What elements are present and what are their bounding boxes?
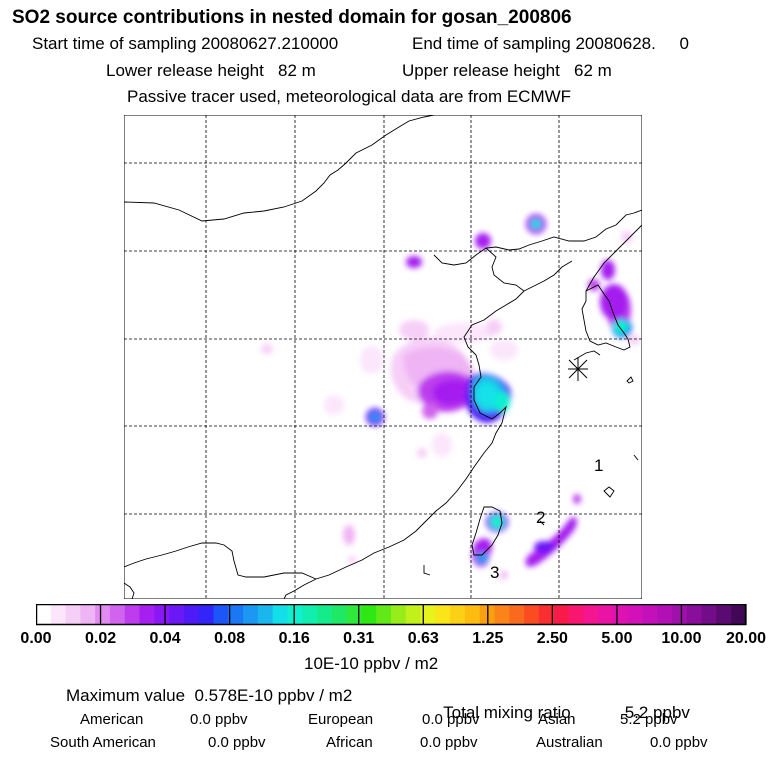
total-label: Total mixing ratio bbox=[443, 703, 571, 722]
colorbar-tick-label: 0.08 bbox=[214, 630, 246, 647]
colorbar-tick-label: 0.31 bbox=[343, 630, 375, 647]
colorbar-cell bbox=[568, 604, 584, 625]
colorbar-cell bbox=[50, 604, 67, 625]
lower-release-height: Lower release height 82 m bbox=[106, 61, 316, 80]
colorbar-cell bbox=[524, 604, 540, 625]
colorbar-cell bbox=[494, 604, 510, 625]
end-sampling-time: End time of sampling 20080628. 0 bbox=[412, 34, 689, 53]
colorbar-cell bbox=[686, 604, 703, 625]
colorbar-cell bbox=[183, 604, 200, 625]
region-value-american: 0.0 ppbv bbox=[190, 711, 248, 728]
coastline bbox=[124, 115, 642, 599]
colorbar-tick-label: 5.00 bbox=[601, 630, 633, 647]
plot-title: SO2 source contributions in nested domai… bbox=[12, 7, 572, 28]
colorbar-cell bbox=[420, 604, 436, 625]
colorbar-cell bbox=[287, 604, 303, 625]
colorbar-cell bbox=[109, 604, 126, 625]
colorbar-unit: 10E-10 ppbv / m2 bbox=[304, 654, 439, 673]
region-value-australian: 0.0 ppbv bbox=[650, 734, 708, 751]
colorbar-cell bbox=[243, 604, 259, 625]
colorbar-cell bbox=[583, 604, 599, 625]
colorbar-cell bbox=[612, 604, 629, 625]
colorbar-cell bbox=[716, 604, 732, 625]
colorbar-cell bbox=[376, 604, 392, 625]
colorbar-cell bbox=[435, 604, 451, 625]
region-value-african: 0.0 ppbv bbox=[420, 734, 478, 751]
point-label-2: 2 bbox=[536, 508, 545, 527]
colorbar-tick-label: 0.04 bbox=[149, 630, 181, 647]
colorbar-tick-label: 0.16 bbox=[278, 630, 310, 647]
region-name-australian: Australian bbox=[536, 734, 603, 751]
maximum-value: Maximum value 0.578E-10 ppbv / m2 bbox=[66, 686, 353, 705]
region-name-south-american: South American bbox=[50, 734, 156, 751]
colorbar-cell bbox=[198, 604, 214, 625]
region-name-african: African bbox=[326, 734, 373, 751]
colorbar-tick-label: 0.02 bbox=[84, 630, 117, 647]
start-sampling-time: Start time of sampling 20080627.210000 bbox=[32, 34, 339, 53]
colorbar-tick-label: 20.00 bbox=[725, 630, 766, 647]
colorbar bbox=[36, 604, 747, 626]
colorbar-tick-label: 10.00 bbox=[661, 630, 702, 647]
colorbar-cell bbox=[213, 604, 229, 625]
colorbar-cell bbox=[317, 604, 333, 625]
colorbar-tick-label: 1.25 bbox=[472, 630, 504, 647]
colorbar-cell bbox=[731, 604, 747, 625]
colorbar-cell bbox=[331, 604, 348, 625]
station-asterisk-icon bbox=[568, 357, 588, 381]
colorbar-tick-label: 0.00 bbox=[20, 630, 52, 647]
colorbar-cell bbox=[36, 604, 52, 625]
colorbar-cell bbox=[257, 604, 274, 625]
region-value-asian: 5.2 ppbv bbox=[620, 711, 678, 728]
graticule bbox=[124, 115, 642, 599]
colorbar-cell bbox=[701, 604, 717, 625]
colorbar-cell bbox=[672, 604, 688, 625]
colorbar-cell bbox=[169, 604, 185, 625]
colorbar-cell bbox=[553, 604, 569, 625]
colorbar-cell bbox=[464, 604, 481, 625]
concentration-map: 1 2 3 bbox=[124, 115, 642, 599]
colorbar-cell bbox=[80, 604, 96, 625]
region-name-american: American bbox=[80, 711, 144, 728]
colorbar-tick-label: 0.63 bbox=[407, 630, 439, 647]
colorbar-tick-label: 2.50 bbox=[536, 630, 568, 647]
region-name-european: European bbox=[308, 711, 374, 728]
colorbar-cell bbox=[65, 604, 81, 625]
colorbar-cell bbox=[154, 604, 170, 625]
colorbar-cell bbox=[642, 604, 658, 625]
region-value-south-american: 0.0 ppbv bbox=[208, 734, 266, 751]
upper-release-height: Upper release height 62 m bbox=[402, 61, 612, 80]
colorbar-cell bbox=[391, 604, 407, 625]
tracer-note: Passive tracer used, meteorological data… bbox=[127, 87, 572, 106]
colorbar-cell bbox=[598, 604, 614, 625]
colorbar-cell bbox=[346, 604, 362, 625]
colorbar-cell bbox=[361, 604, 377, 625]
colorbar-cell bbox=[95, 604, 111, 625]
total-mixing-ratio: Total mixing ratio 5.2 ppbv bbox=[434, 687, 690, 721]
colorbar-cell bbox=[124, 604, 141, 625]
colorbar-cell bbox=[657, 604, 673, 625]
colorbar-cell bbox=[139, 604, 155, 625]
colorbar-cell bbox=[405, 604, 422, 625]
region-value-european: 0.0 ppbv bbox=[422, 711, 480, 728]
colorbar-cell bbox=[509, 604, 525, 625]
colorbar-cell bbox=[272, 604, 288, 625]
region-name-asian: Asian bbox=[538, 711, 576, 728]
colorbar-cell bbox=[627, 604, 643, 625]
colorbar-cell bbox=[302, 604, 318, 625]
total-value: 5.2 ppbv bbox=[624, 703, 690, 722]
concentration-field bbox=[261, 214, 640, 579]
point-label-3: 3 bbox=[490, 563, 499, 582]
colorbar-cell bbox=[538, 604, 555, 625]
colorbar-cell bbox=[450, 604, 466, 625]
colorbar-cell bbox=[228, 604, 244, 625]
point-label-1: 1 bbox=[594, 456, 603, 475]
